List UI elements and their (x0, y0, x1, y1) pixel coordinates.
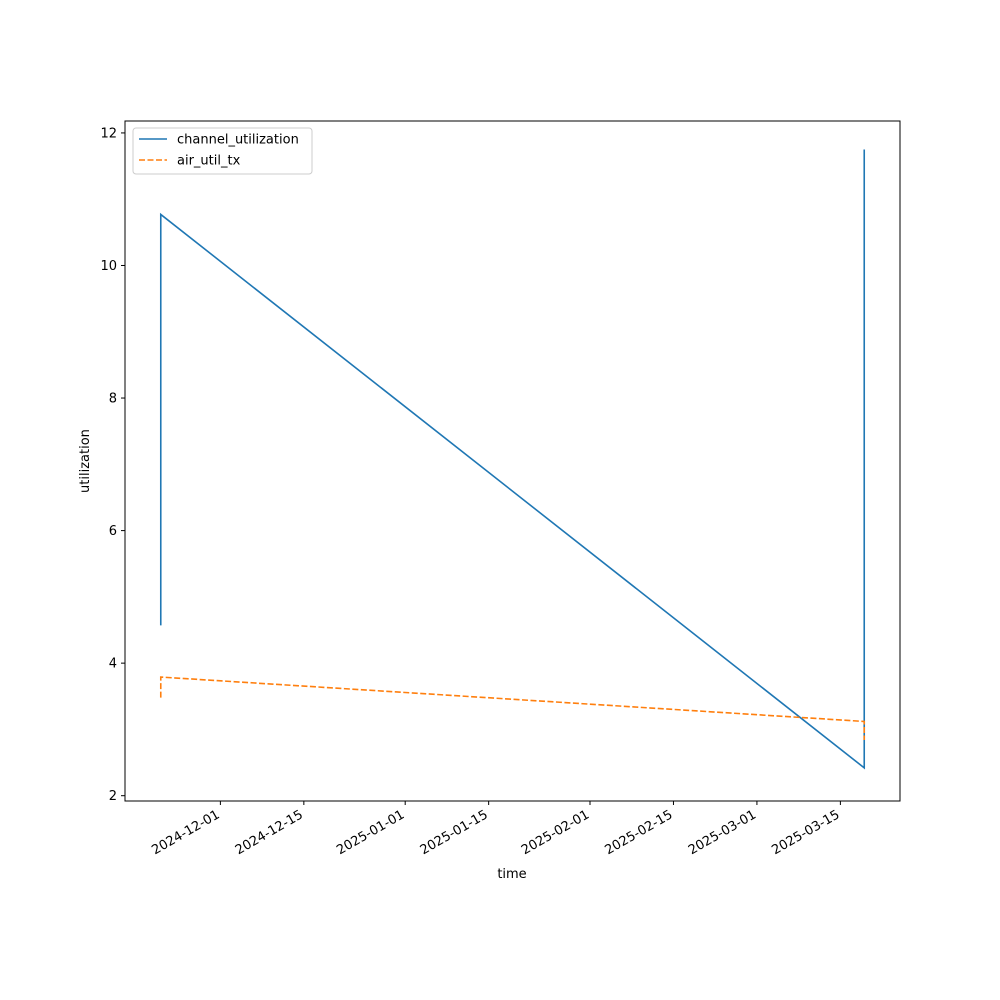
x-tick-label: 2025-02-01 (519, 807, 592, 858)
y-tick-label: 4 (109, 657, 117, 672)
x-tick-label: 2025-03-15 (769, 807, 842, 858)
y-tick-label: 10 (100, 259, 117, 274)
legend-box (132, 127, 313, 175)
series-line (159, 676, 866, 741)
y-tick-label: 8 (109, 392, 117, 407)
x-tick-label: 2025-03-01 (686, 807, 759, 858)
x-tick-label: 2024-12-01 (149, 807, 222, 858)
x-tick-label: 2025-01-01 (334, 807, 407, 858)
series-line (159, 149, 866, 770)
y-tick-label: 2 (109, 789, 117, 804)
x-tick-label: 2025-02-15 (603, 807, 676, 858)
y-axis-label: utilization (78, 429, 93, 493)
legend-label: channel_utilization (177, 133, 299, 148)
x-tick-label: 2025-01-15 (418, 807, 491, 858)
legend-label: air_util_tx (177, 154, 241, 169)
plot-area (124, 120, 901, 802)
x-tick-label: 2024-12-15 (233, 807, 306, 858)
y-tick-label: 6 (109, 524, 117, 539)
y-tick-label: 12 (100, 126, 117, 141)
x-axis-label: time (497, 867, 526, 882)
